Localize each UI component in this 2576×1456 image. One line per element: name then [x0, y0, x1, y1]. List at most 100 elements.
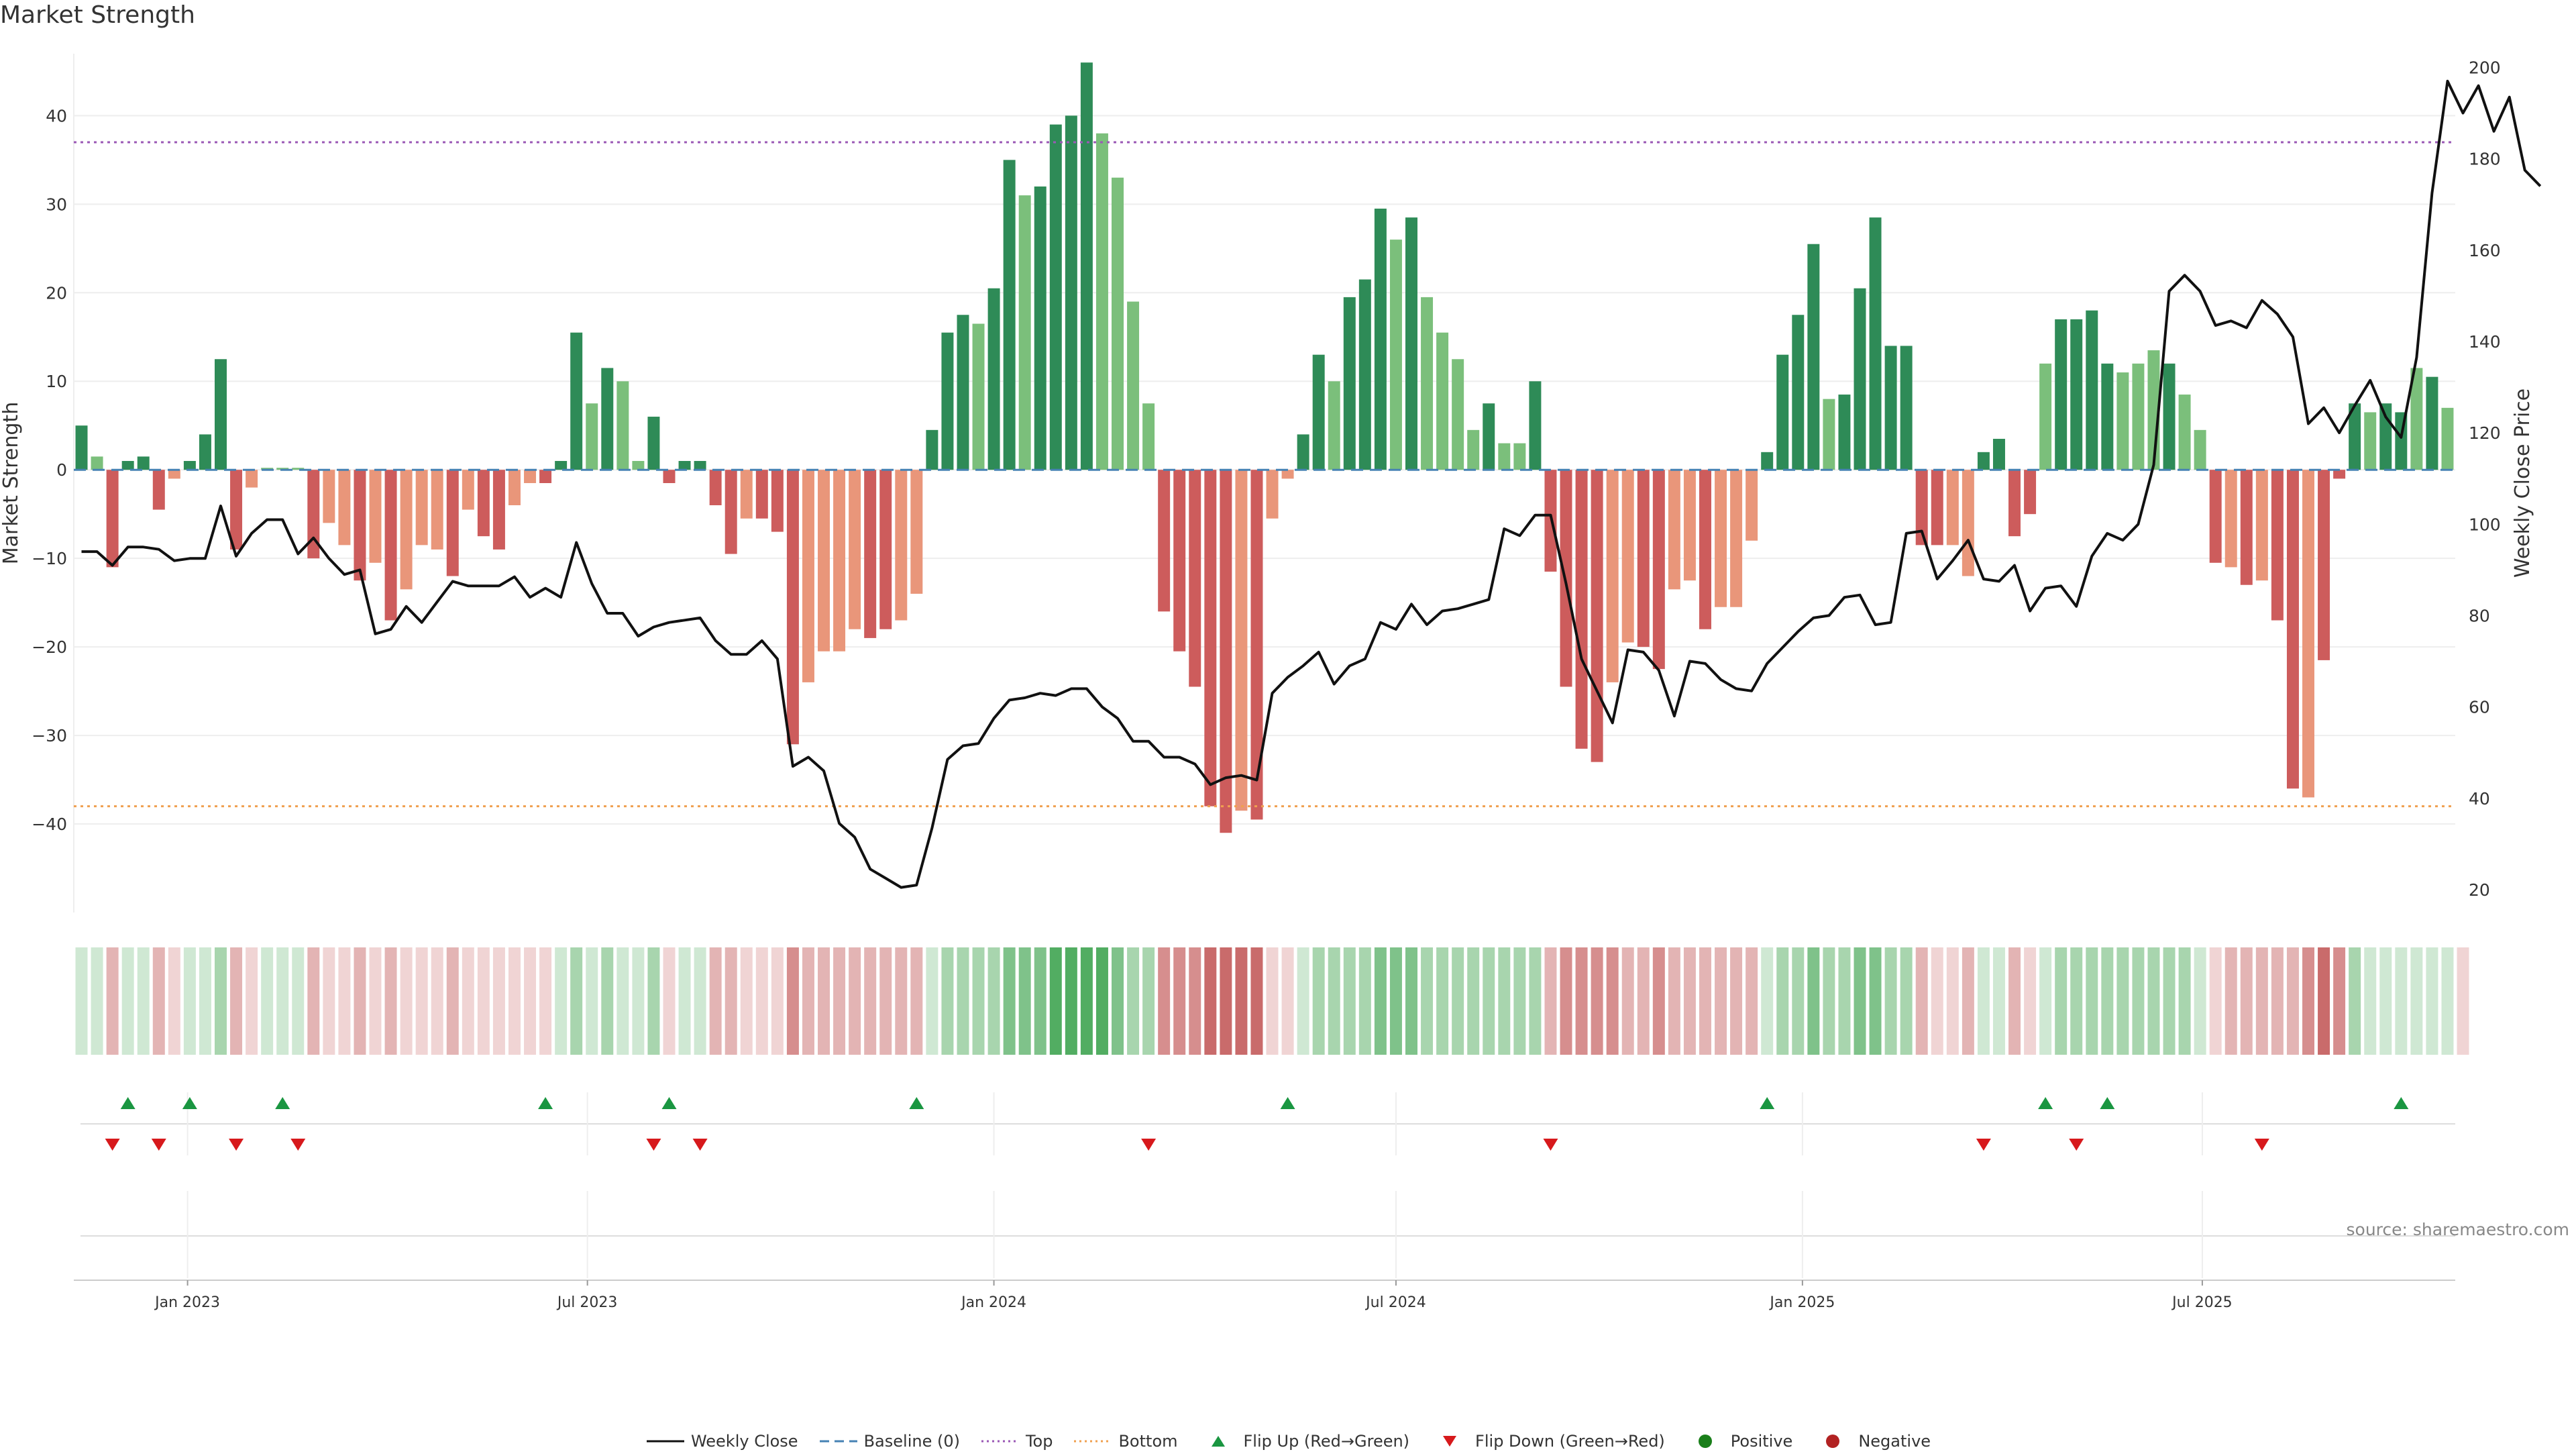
- strength-bar: [137, 456, 150, 470]
- legend-item: Weekly Close: [645, 1432, 798, 1451]
- strength-bar: [230, 470, 243, 550]
- flip-down-marker: [692, 1139, 708, 1151]
- strength-bar: [1992, 439, 2005, 470]
- chart-title: Market Strength: [0, 1, 195, 29]
- triangle-up-icon: [1211, 1436, 1225, 1447]
- heat-cell: [1513, 947, 1526, 1055]
- heat-cell: [1946, 947, 1959, 1055]
- heat-cell: [2426, 947, 2438, 1055]
- strength-bar: [1869, 217, 1882, 470]
- legend-item: Bottom: [1073, 1432, 1178, 1451]
- heat-cell: [1266, 947, 1279, 1055]
- strength-bar: [1235, 470, 1248, 811]
- flip-up-marker: [1280, 1097, 1295, 1109]
- heat-cell: [2302, 947, 2314, 1055]
- heat-cell: [261, 947, 274, 1055]
- strength-bar: [307, 470, 320, 559]
- heat-cell: [2441, 947, 2454, 1055]
- strength-bar: [2209, 470, 2222, 563]
- y2-axis-title: Weekly Close Price: [2511, 388, 2534, 578]
- heat-cell: [215, 947, 227, 1055]
- heat-cell: [1095, 947, 1108, 1055]
- heat-cell: [2318, 947, 2330, 1055]
- heat-cell: [879, 947, 892, 1055]
- heat-cell: [1668, 947, 1680, 1055]
- heat-cell: [1807, 947, 1820, 1055]
- heat-cell: [1189, 947, 1201, 1055]
- heat-cell: [724, 947, 737, 1055]
- heat-cell: [1560, 947, 1572, 1055]
- heat-cell: [354, 947, 366, 1055]
- strength-bar: [1250, 470, 1263, 820]
- heat-cell: [1158, 947, 1171, 1055]
- heat-cell: [1436, 947, 1449, 1055]
- heat-cell: [152, 947, 165, 1055]
- heat-cell: [678, 947, 691, 1055]
- strength-bar: [1838, 395, 1851, 470]
- strength-bar: [647, 417, 660, 470]
- heat-cell: [431, 947, 443, 1055]
- heat-cell: [1483, 947, 1495, 1055]
- heat-cell: [1591, 947, 1603, 1055]
- strength-bar: [2302, 470, 2314, 798]
- heat-cell: [1220, 947, 1232, 1055]
- heat-cell: [663, 947, 676, 1055]
- legend-label: Negative: [1858, 1432, 1931, 1451]
- heat-cell: [2178, 947, 2191, 1055]
- strength-bar: [369, 470, 382, 563]
- strength-bar: [1977, 452, 1990, 470]
- x-tick-label: Jan 2025: [1768, 1294, 1835, 1311]
- y2-tick-label: 80: [2469, 606, 2490, 625]
- strength-bar: [2008, 470, 2021, 537]
- heat-cell: [121, 947, 134, 1055]
- strength-bar: [2333, 470, 2346, 479]
- heat-cell: [632, 947, 645, 1055]
- heat-cell: [1869, 947, 1882, 1055]
- heat-cell: [137, 947, 150, 1055]
- heat-cell: [1823, 947, 1835, 1055]
- heat-cell: [1544, 947, 1557, 1055]
- heat-cell: [1776, 947, 1789, 1055]
- heat-cell: [1962, 947, 1974, 1055]
- heat-cell: [1173, 947, 1186, 1055]
- strength-bar: [818, 470, 830, 652]
- strength-bar: [338, 470, 351, 545]
- strength-bar: [1467, 429, 1480, 470]
- y2-tick-label: 200: [2469, 58, 2501, 77]
- y-tick-label: 20: [46, 283, 67, 303]
- strength-bar: [1792, 315, 1805, 470]
- circle-icon: [1698, 1435, 1712, 1448]
- strength-bar: [2132, 363, 2145, 470]
- y2-tick-label: 180: [2469, 150, 2501, 169]
- strength-bar: [833, 470, 846, 652]
- heat-cell: [601, 947, 614, 1055]
- flip-up-marker: [2038, 1097, 2053, 1109]
- strength-bar: [1575, 470, 1588, 749]
- flip-down-marker: [1543, 1139, 1558, 1151]
- heat-cell: [1204, 947, 1217, 1055]
- flip-up-marker: [661, 1097, 677, 1109]
- strength-bar: [1823, 399, 1835, 470]
- heat-cell: [276, 947, 289, 1055]
- strength-bar: [1946, 470, 1959, 545]
- heat-cell: [1854, 947, 1866, 1055]
- strength-bar: [1436, 332, 1449, 470]
- heat-cell: [771, 947, 784, 1055]
- strength-bar: [415, 470, 428, 545]
- strength-bar: [663, 470, 676, 483]
- strength-bar: [1746, 470, 1758, 541]
- heat-cell: [1637, 947, 1650, 1055]
- strength-bar: [2364, 412, 2377, 470]
- heat-cell: [2194, 947, 2206, 1055]
- strength-bar: [2194, 429, 2206, 470]
- strength-bar: [786, 470, 799, 745]
- flip-down-marker: [2254, 1139, 2269, 1151]
- line-dotted-icon: [1074, 1440, 1112, 1443]
- strength-bar: [1915, 470, 1928, 545]
- heat-cell: [292, 947, 305, 1055]
- strength-bar: [168, 470, 180, 479]
- strength-bar: [1513, 443, 1526, 470]
- heat-cell: [849, 947, 861, 1055]
- flip-down-marker: [105, 1139, 120, 1151]
- flip-down-marker: [646, 1139, 661, 1151]
